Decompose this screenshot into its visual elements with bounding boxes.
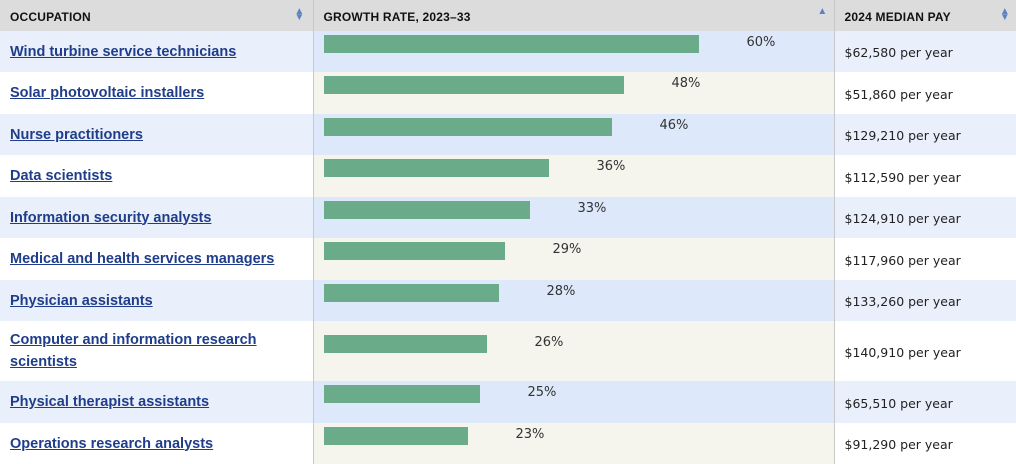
growth-bar — [323, 76, 624, 94]
growth-rate-label: 23% — [515, 427, 545, 442]
growth-rate-cell: 23% — [313, 423, 835, 464]
growth-bar — [323, 242, 505, 260]
median-pay-cell: $124,910 per year — [834, 197, 1016, 238]
median-pay-value: $91,290 per year — [844, 437, 953, 452]
median-pay-cell: $129,210 per year — [834, 114, 1016, 155]
sort-both-icon[interactable]: ▲ ▼ — [999, 6, 1010, 23]
growth-bar — [323, 201, 530, 219]
median-pay-cell: $62,580 per year — [834, 31, 1016, 72]
occupation-cell: Operations research analysts — [0, 423, 314, 464]
table-row: Physical therapist assistants 25% $65,510 … — [0, 381, 1016, 423]
median-pay-value: $129,210 per year — [844, 128, 961, 143]
table-row: Data scientists 36% $112,590 per year — [0, 155, 1016, 197]
median-pay-cell: $140,910 per year — [834, 321, 1016, 381]
occupation-link[interactable]: Physical therapist assistants — [10, 394, 210, 410]
table-row: Wind turbine service technicians 60% $62,5… — [0, 31, 1016, 72]
table-row: Nurse practitioners 46% $129,210 per year — [0, 114, 1016, 155]
occupation-link[interactable]: Nurse practitioners — [10, 126, 143, 143]
median-pay-cell: $112,590 per year — [834, 155, 1016, 197]
growth-rate-column-header[interactable]: GROWTH RATE, 2023–33 ▲ — [313, 0, 835, 31]
growth-rate-cell: 25% — [313, 381, 835, 423]
occupation-link[interactable]: Medical and health services managers — [10, 251, 275, 267]
growth-rate-cell: 26% — [313, 321, 835, 381]
growth-bar — [323, 284, 499, 302]
table-row: Computer and information research scient… — [0, 321, 1016, 381]
growth-rate-label: 33% — [577, 201, 607, 216]
occupation-link[interactable]: Computer and information research scient… — [10, 332, 257, 370]
median-pay-value: $51,860 per year — [844, 86, 953, 102]
occupation-cell: Physical therapist assistants — [0, 381, 314, 423]
occupation-link[interactable]: Solar photovoltaic installers — [10, 85, 205, 101]
growth-rate-cell: 29% — [313, 238, 835, 280]
occupation-cell: Medical and health services managers — [0, 238, 314, 280]
occupation-link[interactable]: Operations research analysts — [10, 435, 214, 452]
growth-rate-cell: 28% — [313, 280, 835, 321]
growth-rate-label: 36% — [596, 159, 626, 174]
median-pay-value: $65,510 per year — [844, 395, 953, 411]
growth-bar — [323, 427, 468, 445]
occupation-cell: Nurse practitioners — [0, 114, 314, 155]
occupation-cell: Data scientists — [0, 155, 314, 197]
occupation-link[interactable]: Physician assistants — [10, 292, 153, 309]
median-pay-value: $140,910 per year — [844, 344, 961, 360]
growth-bar — [323, 159, 549, 177]
growth-rate-cell: 36% — [313, 155, 835, 197]
growth-rate-cell: 33% — [313, 197, 835, 238]
growth-rate-label: 48% — [671, 76, 701, 91]
occupation-link[interactable]: Data scientists — [10, 168, 113, 184]
growth-rate-label: 60% — [746, 35, 776, 50]
median-pay-value: $117,960 per year — [844, 252, 961, 268]
occupation-cell: Physician assistants — [0, 280, 314, 321]
growth-rate-cell: 60% — [313, 31, 835, 72]
median-pay-column-header[interactable]: 2024 MEDIAN PAY ▲ ▼ — [834, 0, 1016, 31]
growth-rate-label: 46% — [659, 118, 689, 133]
occupation-link[interactable]: Wind turbine service technicians — [10, 43, 237, 60]
table-row: Physician assistants 28% $133,260 per year — [0, 280, 1016, 321]
median-pay-value: $133,260 per year — [844, 294, 961, 309]
occupation-column-header[interactable]: OCCUPATION ▲ ▼ — [0, 0, 314, 31]
occupation-cell: Computer and information research scient… — [0, 321, 314, 381]
growth-rate-header-label: GROWTH RATE, 2023–33 — [323, 10, 471, 24]
growth-rate-cell: 48% — [313, 72, 835, 114]
occupation-cell: Wind turbine service technicians — [0, 31, 314, 72]
growth-bar — [323, 335, 487, 353]
occupation-cell: Solar photovoltaic installers — [0, 72, 314, 114]
table-row: Medical and health services managers 29% $… — [0, 238, 1016, 280]
median-pay-cell: $91,290 per year — [834, 423, 1016, 464]
growth-rate-cell: 46% — [313, 114, 835, 155]
median-pay-cell: $133,260 per year — [834, 280, 1016, 321]
median-pay-cell: $65,510 per year — [834, 381, 1016, 423]
table-row: Operations research analysts 23% $91,290 p… — [0, 423, 1016, 464]
growth-rate-label: 26% — [534, 335, 564, 350]
table-row: Solar photovoltaic installers 48% $51,860 … — [0, 72, 1016, 114]
growth-bar — [323, 35, 699, 53]
median-pay-value: $62,580 per year — [844, 45, 953, 60]
sort-asc-icon[interactable]: ▲ — [817, 6, 828, 17]
header-row: OCCUPATION ▲ ▼ GROWTH RATE, 2023–33 ▲ 202… — [0, 0, 1016, 31]
table-row: Information security analysts 33% $124,910… — [0, 197, 1016, 238]
growth-bar — [323, 118, 612, 136]
growth-rate-label: 29% — [552, 242, 582, 257]
occupation-link[interactable]: Information security analysts — [10, 209, 212, 226]
median-pay-cell: $51,860 per year — [834, 72, 1016, 114]
occupation-header-label: OCCUPATION — [10, 10, 91, 24]
growth-rate-label: 25% — [527, 385, 557, 400]
median-pay-value: $112,590 per year — [844, 169, 961, 185]
sort-both-icon[interactable]: ▲ ▼ — [294, 6, 305, 23]
growth-bar — [323, 385, 480, 403]
median-pay-header-label: 2024 MEDIAN PAY — [844, 10, 951, 24]
growth-rate-label: 28% — [546, 284, 576, 299]
occupation-cell: Information security analysts — [0, 197, 314, 238]
median-pay-cell: $117,960 per year — [834, 238, 1016, 280]
median-pay-value: $124,910 per year — [844, 211, 961, 226]
